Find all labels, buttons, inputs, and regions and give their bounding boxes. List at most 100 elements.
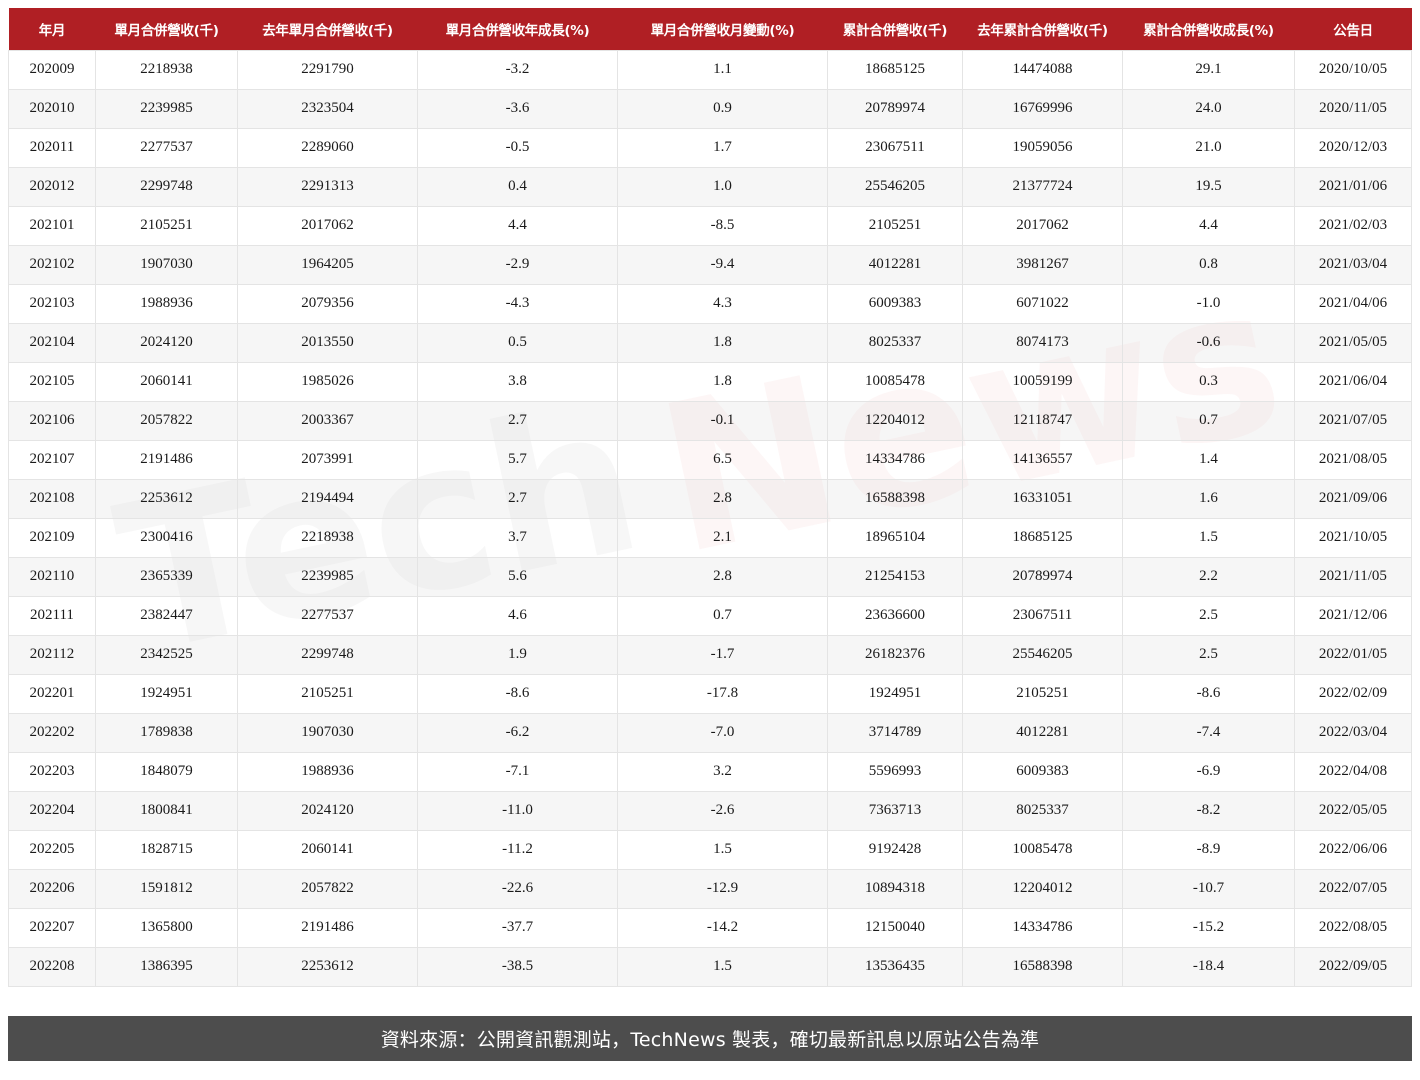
cell-cumulative-revenue: 23067511 bbox=[827, 127, 963, 168]
table-header-row: 年月 單月合併營收(千) 去年單月合併營收(千) 單月合併營收年成長(%) 單月… bbox=[8, 8, 1412, 50]
cell-monthly-revenue: 1988936 bbox=[95, 283, 238, 324]
cell-cumulative-growth: 24.0 bbox=[1122, 88, 1295, 129]
cell-monthly-revenue-ly: 1907030 bbox=[237, 712, 418, 753]
cell-monthly-yoy: -11.2 bbox=[417, 829, 618, 870]
cell-monthly-revenue: 2060141 bbox=[95, 361, 238, 402]
cell-cumulative-revenue-ly: 10085478 bbox=[962, 829, 1123, 870]
cell-monthly-revenue-ly: 2057822 bbox=[237, 868, 418, 909]
cell-cumulative-revenue: 23636600 bbox=[827, 595, 963, 636]
cell-cumulative-revenue: 1924951 bbox=[827, 673, 963, 714]
cell-cumulative-revenue-ly: 23067511 bbox=[962, 595, 1123, 636]
cell-monthly-revenue: 2105251 bbox=[95, 205, 238, 246]
cell-monthly-mom: 1.5 bbox=[617, 829, 828, 870]
cell-cumulative-growth: -6.9 bbox=[1122, 751, 1295, 792]
cell-announce-date: 2021/05/05 bbox=[1294, 322, 1412, 363]
column-header-monthly-revenue-ly: 去年單月合併營收(千) bbox=[237, 8, 418, 50]
cell-monthly-revenue-ly: 2253612 bbox=[237, 946, 418, 987]
cell-monthly-revenue: 2277537 bbox=[95, 127, 238, 168]
cell-monthly-mom: -0.1 bbox=[617, 400, 828, 441]
cell-cumulative-revenue: 18965104 bbox=[827, 517, 963, 558]
cell-cumulative-revenue-ly: 2105251 bbox=[962, 673, 1123, 714]
cell-cumulative-revenue: 6009383 bbox=[827, 283, 963, 324]
cell-monthly-revenue: 1800841 bbox=[95, 790, 238, 831]
table-row: 202205 1828715 2060141 -11.2 1.5 9192428 10085… bbox=[8, 829, 1412, 870]
cell-monthly-revenue-ly: 2299748 bbox=[237, 634, 418, 675]
cell-cumulative-revenue: 21254153 bbox=[827, 556, 963, 597]
cell-cumulative-revenue: 25546205 bbox=[827, 166, 963, 207]
cell-year-month: 202208 bbox=[8, 946, 96, 987]
cell-monthly-revenue-ly: 2291790 bbox=[237, 49, 418, 90]
cell-cumulative-revenue: 9192428 bbox=[827, 829, 963, 870]
cell-monthly-yoy: 0.5 bbox=[417, 322, 618, 363]
cell-monthly-yoy: -2.9 bbox=[417, 244, 618, 285]
cell-monthly-mom: 3.2 bbox=[617, 751, 828, 792]
column-header-monthly-revenue: 單月合併營收(千) bbox=[95, 8, 238, 50]
cell-monthly-revenue: 2253612 bbox=[95, 478, 238, 519]
cell-cumulative-growth: -8.2 bbox=[1122, 790, 1295, 831]
cell-monthly-mom: 1.8 bbox=[617, 322, 828, 363]
cell-cumulative-revenue: 14334786 bbox=[827, 439, 963, 480]
cell-cumulative-revenue-ly: 8074173 bbox=[962, 322, 1123, 363]
cell-monthly-mom: 1.1 bbox=[617, 49, 828, 90]
cell-announce-date: 2022/09/05 bbox=[1294, 946, 1412, 987]
cell-monthly-mom: 2.1 bbox=[617, 517, 828, 558]
cell-monthly-mom: -9.4 bbox=[617, 244, 828, 285]
cell-cumulative-revenue: 16588398 bbox=[827, 478, 963, 519]
cell-announce-date: 2020/10/05 bbox=[1294, 49, 1412, 90]
cell-cumulative-revenue-ly: 2017062 bbox=[962, 205, 1123, 246]
cell-announce-date: 2021/08/05 bbox=[1294, 439, 1412, 480]
cell-cumulative-revenue: 13536435 bbox=[827, 946, 963, 987]
source-note-bar: 資料來源：公開資訊觀測站，TechNews 製表，確切最新訊息以原站公告為準 bbox=[8, 1016, 1412, 1061]
cell-monthly-mom: 4.3 bbox=[617, 283, 828, 324]
cell-cumulative-revenue-ly: 20789974 bbox=[962, 556, 1123, 597]
cell-monthly-revenue-ly: 2105251 bbox=[237, 673, 418, 714]
column-header-cumulative-revenue: 累計合併營收(千) bbox=[827, 8, 963, 50]
cell-monthly-yoy: -3.2 bbox=[417, 49, 618, 90]
cell-monthly-yoy: 0.4 bbox=[417, 166, 618, 207]
cell-announce-date: 2021/01/06 bbox=[1294, 166, 1412, 207]
cell-cumulative-revenue: 7363713 bbox=[827, 790, 963, 831]
cell-cumulative-revenue: 20789974 bbox=[827, 88, 963, 129]
table-row: 202111 2382447 2277537 4.6 0.7 23636600 230675… bbox=[8, 595, 1412, 636]
cell-cumulative-growth: 0.7 bbox=[1122, 400, 1295, 441]
cell-year-month: 202108 bbox=[8, 478, 96, 519]
table-header: 年月 單月合併營收(千) 去年單月合併營收(千) 單月合併營收年成長(%) 單月… bbox=[8, 8, 1412, 50]
column-header-cumulative-growth: 累計合併營收成長(%) bbox=[1122, 8, 1295, 50]
table-row: 202202 1789838 1907030 -6.2 -7.0 3714789 40122… bbox=[8, 712, 1412, 753]
cell-announce-date: 2021/10/05 bbox=[1294, 517, 1412, 558]
cell-monthly-revenue: 1386395 bbox=[95, 946, 238, 987]
cell-monthly-yoy: 4.4 bbox=[417, 205, 618, 246]
cell-announce-date: 2022/03/04 bbox=[1294, 712, 1412, 753]
cell-monthly-revenue-ly: 2323504 bbox=[237, 88, 418, 129]
cell-year-month: 202010 bbox=[8, 88, 96, 129]
table-row: 202102 1907030 1964205 -2.9 -9.4 4012281 39812… bbox=[8, 244, 1412, 285]
cell-cumulative-revenue-ly: 6009383 bbox=[962, 751, 1123, 792]
table-row: 202105 2060141 1985026 3.8 1.8 10085478 100591… bbox=[8, 361, 1412, 402]
table-row: 202108 2253612 2194494 2.7 2.8 16588398 163310… bbox=[8, 478, 1412, 519]
table-row: 202107 2191486 2073991 5.7 6.5 14334786 141365… bbox=[8, 439, 1412, 480]
cell-monthly-yoy: 3.8 bbox=[417, 361, 618, 402]
cell-year-month: 202103 bbox=[8, 283, 96, 324]
cell-cumulative-revenue: 18685125 bbox=[827, 49, 963, 90]
cell-monthly-revenue: 2299748 bbox=[95, 166, 238, 207]
cell-monthly-revenue: 1365800 bbox=[95, 907, 238, 948]
cell-monthly-mom: -2.6 bbox=[617, 790, 828, 831]
cell-cumulative-growth: 1.6 bbox=[1122, 478, 1295, 519]
table-row: 202203 1848079 1988936 -7.1 3.2 5596993 600938… bbox=[8, 751, 1412, 792]
cell-cumulative-growth: 2.5 bbox=[1122, 595, 1295, 636]
cell-monthly-revenue-ly: 2003367 bbox=[237, 400, 418, 441]
cell-year-month: 202104 bbox=[8, 322, 96, 363]
monthly-revenue-table: 年月 單月合併營收(千) 去年單月合併營收(千) 單月合併營收年成長(%) 單月… bbox=[8, 8, 1412, 987]
cell-cumulative-revenue: 2105251 bbox=[827, 205, 963, 246]
cell-monthly-mom: -8.5 bbox=[617, 205, 828, 246]
cell-year-month: 202111 bbox=[8, 595, 96, 636]
cell-monthly-yoy: -3.6 bbox=[417, 88, 618, 129]
cell-cumulative-revenue: 4012281 bbox=[827, 244, 963, 285]
cell-cumulative-revenue-ly: 12204012 bbox=[962, 868, 1123, 909]
cell-cumulative-revenue: 8025337 bbox=[827, 322, 963, 363]
cell-cumulative-growth: -8.9 bbox=[1122, 829, 1295, 870]
cell-monthly-yoy: 4.6 bbox=[417, 595, 618, 636]
cell-cumulative-growth: 1.4 bbox=[1122, 439, 1295, 480]
cell-announce-date: 2021/11/05 bbox=[1294, 556, 1412, 597]
cell-cumulative-revenue: 12204012 bbox=[827, 400, 963, 441]
